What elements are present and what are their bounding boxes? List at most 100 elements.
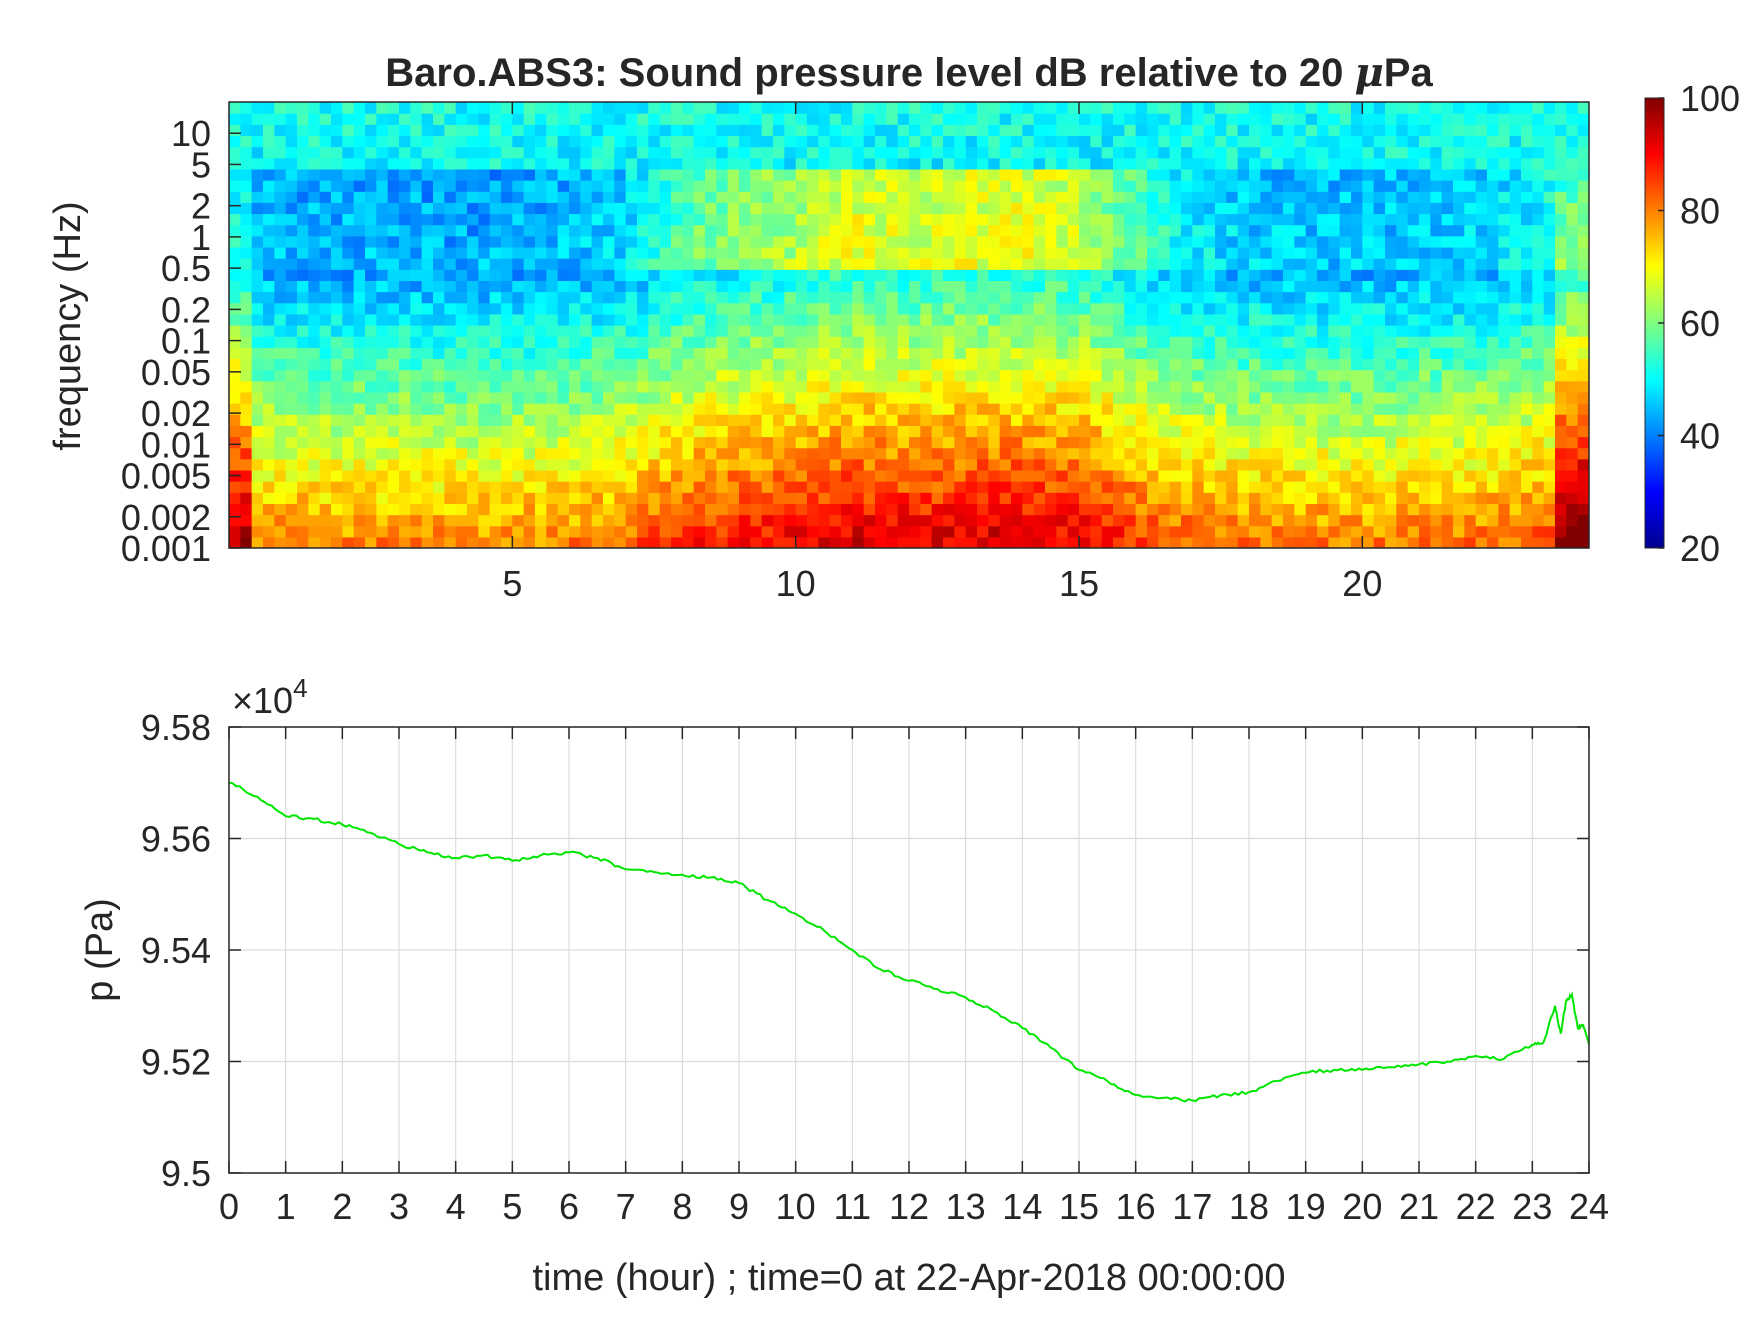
spectrogram-cell <box>1056 146 1069 159</box>
spectrogram-cell <box>274 514 287 527</box>
spectrogram-cell <box>569 536 581 548</box>
spectrogram-cell <box>965 469 978 482</box>
spectrogram-cell <box>1033 191 1046 203</box>
spectrogram-cell <box>557 213 570 226</box>
spectrogram-cell <box>954 202 967 215</box>
spectrogram-cell <box>478 380 491 393</box>
spectrogram-cell <box>1056 336 1069 348</box>
spectrogram-cell <box>977 135 989 148</box>
spectrogram-cell <box>399 258 411 270</box>
spectrogram-cell <box>297 525 309 538</box>
spectrogram-cell <box>1181 325 1193 337</box>
spectrogram-cell <box>1079 258 1091 270</box>
spectrogram-cell <box>1317 380 1329 393</box>
pressure-x-ticks: 0 1 2 3 4 5 6 7 8 9 10 11 12 13 14 15 16 17 18 19 20 21 22 23 24 <box>219 727 1609 1227</box>
spectrogram-axes-box <box>228 101 1590 549</box>
spectrogram-cell <box>1169 514 1182 527</box>
spectrogram-cell <box>1305 302 1318 315</box>
spectrogram-cell <box>501 313 513 326</box>
spectrogram-cell <box>705 369 717 382</box>
spectrogram-cell <box>319 503 332 516</box>
spectrogram-cell <box>1362 347 1375 360</box>
spectrogram-cell <box>1464 102 1477 114</box>
spectrogram-cell <box>297 403 309 415</box>
spectrogram-cell <box>331 347 343 360</box>
spectrogram-cell <box>365 280 377 293</box>
spectrogram-cell <box>818 380 831 393</box>
spectrogram-cell <box>909 514 921 527</box>
spectrogram-cell <box>1192 380 1205 393</box>
spectrogram-cell <box>807 113 819 125</box>
spectrogram-cell <box>251 380 264 393</box>
spectrogram-cell <box>557 302 570 315</box>
spectrogram-cell <box>603 347 615 360</box>
spectrogram-cell <box>342 202 355 215</box>
spectrogram-cell <box>580 536 593 548</box>
spectrogram-cell <box>455 503 468 516</box>
spectrogram-cell <box>999 102 1012 114</box>
spectrogram-cell <box>637 380 649 393</box>
spectrogram-cell <box>1101 458 1114 471</box>
spectrogram-cell <box>1215 481 1227 493</box>
spectrogram-cell <box>1328 503 1341 516</box>
spectrogram-cell <box>399 369 411 382</box>
spectrogram-cell <box>467 135 479 148</box>
spectrogram-cell <box>1543 146 1556 159</box>
spectrogram-cell <box>557 113 570 125</box>
spectrogram-cell <box>1260 135 1273 148</box>
spectrogram-cell <box>1249 380 1261 393</box>
spectrogram-cell <box>1135 369 1148 382</box>
spectrogram-cell <box>897 403 910 415</box>
spectrogram-cell <box>1101 414 1114 426</box>
spectrogram-cell <box>580 269 593 281</box>
spectrogram-cell <box>1147 514 1159 527</box>
spectrogram-cell <box>1079 313 1091 326</box>
spectrogram-cell <box>591 481 604 493</box>
spectrogram-cell <box>1067 269 1080 281</box>
spectrogram-cell <box>1498 425 1511 438</box>
spectrogram-cell <box>682 469 695 482</box>
spectrogram-cell <box>818 191 831 203</box>
spectrogram-cell <box>433 246 445 259</box>
spectrogram-cell <box>1294 492 1307 504</box>
spectrogram-cell <box>1555 280 1567 293</box>
spectrogram-cell <box>1101 135 1114 148</box>
spectrogram-cell <box>1169 414 1182 426</box>
spectrogram-cell <box>1033 436 1046 449</box>
spectrogram-cell <box>1283 481 1295 493</box>
spectrogram-cell <box>455 336 468 348</box>
spectrogram-cell <box>795 391 808 404</box>
spectrogram-cell <box>727 436 740 449</box>
spectrogram-cell <box>795 102 808 114</box>
spectrogram-cell <box>795 146 808 159</box>
spectrogram-cell <box>625 325 638 337</box>
spectrogram-cell <box>931 447 944 460</box>
spectrogram-cell <box>1317 157 1329 170</box>
spectrogram-cell <box>750 258 763 270</box>
spectrogram-cell <box>1158 525 1171 538</box>
spectrogram-cell <box>1453 113 1465 125</box>
spectrogram-cell <box>285 180 298 192</box>
spectrogram-cell <box>1362 336 1375 348</box>
spectrogram-cell <box>489 447 502 460</box>
spectrogram-cell <box>1419 492 1431 504</box>
spectrogram-cell <box>1498 469 1511 482</box>
spectrogram-cell <box>1407 380 1420 393</box>
spectrogram-cell <box>1396 414 1409 426</box>
spectrogram-cell <box>1215 246 1227 259</box>
spectrogram-cell <box>523 302 536 315</box>
spectrogram-cell <box>1328 380 1341 393</box>
spectrogram-cell <box>1453 202 1465 215</box>
spectrogram-cell <box>1577 436 1589 449</box>
spectrogram-cell <box>285 391 298 404</box>
spectrogram-cell <box>489 157 502 170</box>
spectrogram-cell <box>1328 492 1341 504</box>
x-tick-label: 0 <box>219 1186 239 1227</box>
spectrogram-cell <box>1385 213 1397 226</box>
spectrogram-cell <box>274 458 287 471</box>
spectrogram-cell <box>897 525 910 538</box>
spectrogram-cell <box>1464 469 1477 482</box>
spectrogram-cell <box>1011 235 1023 248</box>
spectrogram-cell <box>1385 224 1397 237</box>
spectrogram-cell <box>467 246 479 259</box>
